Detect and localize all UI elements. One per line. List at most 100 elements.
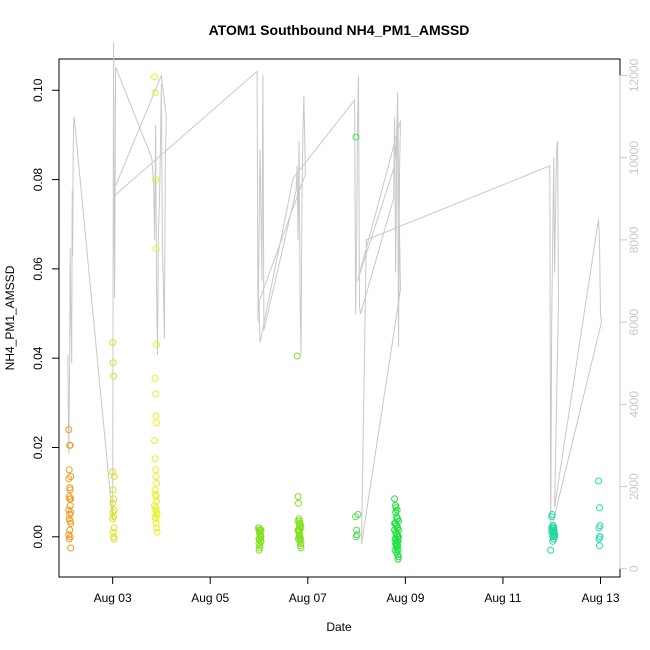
point-aug-02	[66, 511, 74, 518]
point-aug-03b	[151, 374, 159, 382]
y2-tick-label: 6000	[627, 308, 641, 335]
point-aug-08	[352, 513, 360, 521]
point-aug-03	[109, 339, 117, 347]
point-aug-12	[550, 531, 558, 539]
point-aug-03b	[153, 497, 161, 505]
y2-tick-label: 4000	[627, 391, 641, 418]
point-aug-07	[257, 533, 264, 541]
point-aug-12	[548, 524, 556, 532]
point-aug-09	[394, 555, 402, 563]
point-aug-02	[65, 466, 73, 474]
chart-title: ATOM1 Southbound NH4_PM1_AMSSD	[209, 22, 470, 38]
point-aug-03b	[153, 479, 161, 487]
point-aug-02	[66, 502, 74, 510]
point-aug-07	[295, 528, 303, 536]
point-aug-03	[110, 495, 118, 503]
point-aug-02	[66, 495, 74, 503]
point-aug-12	[549, 537, 557, 545]
point-aug-03b	[153, 524, 161, 532]
point-aug-03	[110, 372, 118, 380]
point-aug-07	[255, 524, 263, 532]
point-aug-07	[295, 499, 302, 507]
point-aug-03b	[151, 486, 159, 494]
point-aug-03b	[153, 419, 161, 427]
point-aug-12	[548, 511, 556, 518]
y2-axis: 0 2000 4000 6000 8000 10000 12000	[619, 58, 641, 572]
y-tick-label: 0.00	[31, 525, 45, 549]
point-aug-03b	[153, 341, 161, 349]
point-aug-03b	[151, 455, 159, 463]
y-tick-label: 0.02	[31, 435, 45, 459]
point-aug-03	[110, 535, 118, 543]
point-aug-07	[295, 535, 302, 543]
point-aug-03	[109, 359, 117, 367]
x-tick-label: Aug 13	[581, 591, 619, 605]
point-aug-03b	[152, 519, 160, 527]
point-aug-12	[547, 546, 555, 554]
x-axis-label: Date	[326, 620, 352, 634]
point-aug-03	[110, 473, 118, 480]
point-aug-07	[256, 528, 264, 536]
y2-tick-label: 8000	[627, 226, 641, 253]
y-tick-label: 0.10	[31, 78, 45, 102]
point-aug-07	[293, 352, 301, 360]
point-aug-03b	[152, 473, 160, 480]
x-tick-label: Aug 03	[94, 591, 132, 605]
y-axis: 0.00 0.02 0.04 0.06 0.08 0.10	[31, 78, 60, 549]
point-aug-03b	[151, 89, 159, 96]
point-aug-13	[596, 542, 603, 550]
point-aug-03	[110, 524, 118, 532]
point-aug-02	[65, 426, 73, 434]
point-aug-02	[66, 526, 74, 534]
point-aug-03	[109, 508, 117, 516]
point-aug-08	[353, 531, 361, 539]
point-aug-02	[67, 544, 75, 552]
x-tick-label: Aug 05	[191, 591, 229, 605]
point-aug-03	[109, 486, 117, 494]
point-aug-13	[595, 524, 603, 532]
y-tick-label: 0.04	[31, 346, 45, 370]
points-layer	[65, 73, 604, 563]
secondary-line-layer	[67, 42, 603, 545]
point-aug-07	[297, 544, 305, 552]
point-aug-09	[391, 495, 399, 503]
y2-tick-label: 2000	[627, 473, 641, 500]
x-tick-label: Aug 09	[386, 591, 424, 605]
point-aug-03	[109, 499, 117, 507]
point-aug-03b	[153, 528, 161, 536]
point-aug-03b	[151, 73, 159, 81]
point-aug-02	[67, 519, 75, 527]
point-aug-02	[66, 441, 74, 449]
point-aug-07	[296, 519, 304, 527]
y2-tick-label: 10000	[627, 141, 641, 175]
point-aug-02	[67, 473, 75, 480]
point-aug-03	[109, 468, 117, 476]
point-aug-03	[109, 515, 117, 523]
point-aug-07	[294, 493, 302, 501]
point-aug-03b	[153, 511, 161, 518]
point-aug-03b	[152, 390, 160, 398]
point-aug-02	[66, 486, 74, 494]
point-aug-03b	[152, 245, 160, 253]
point-aug-02	[65, 535, 73, 543]
point-aug-03b	[151, 437, 159, 445]
secondary-line	[67, 42, 603, 545]
y-tick-label: 0.08	[31, 168, 45, 192]
x-tick-label: Aug 11	[484, 591, 521, 605]
point-aug-13	[595, 477, 602, 485]
point-aug-08	[353, 526, 361, 534]
point-aug-03	[109, 528, 117, 536]
point-aug-08	[352, 133, 360, 141]
point-aug-12	[550, 526, 558, 534]
y2-tick-label: 12000	[627, 58, 641, 92]
point-aug-07	[294, 517, 302, 525]
point-aug-09	[393, 506, 401, 514]
point-aug-07	[255, 546, 263, 554]
y2-tick-label: 0	[627, 565, 641, 572]
point-aug-02	[65, 475, 73, 483]
x-tick-label: Aug 07	[289, 591, 327, 605]
point-aug-03b	[152, 493, 160, 501]
point-aug-03b	[152, 176, 160, 184]
point-aug-13	[595, 535, 603, 543]
